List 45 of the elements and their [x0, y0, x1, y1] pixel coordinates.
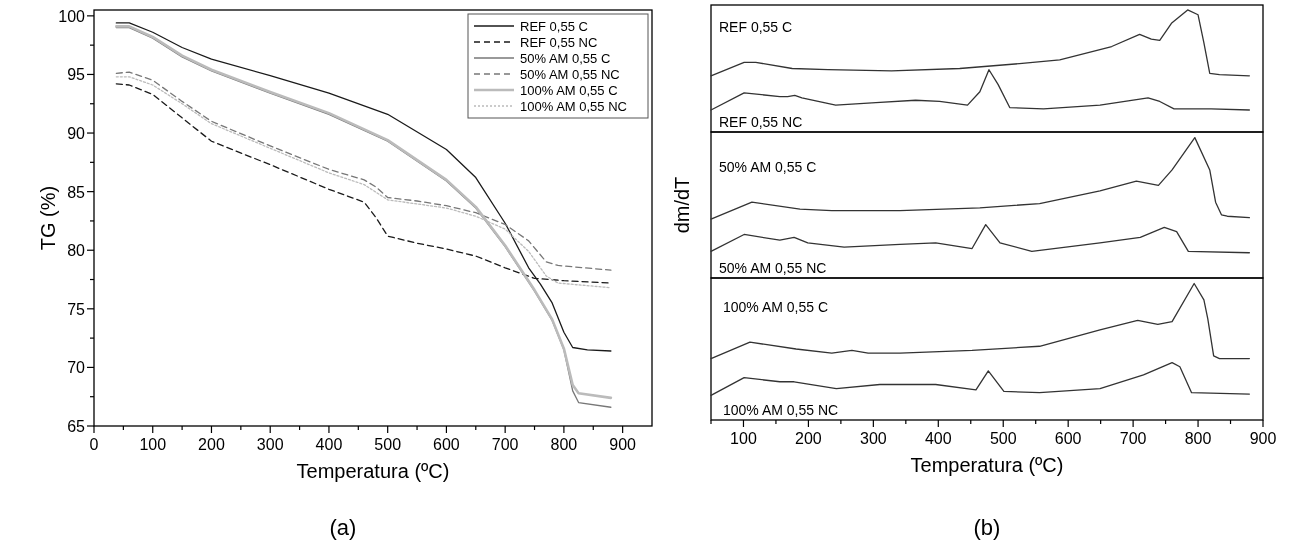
x-tick-label: 100 — [139, 436, 167, 453]
legend-label: 50% AM 0,55 C — [520, 51, 611, 66]
y-tick-label: 90 — [67, 125, 86, 143]
x-tick-label: 800 — [1184, 430, 1212, 447]
y-tick-label: 85 — [67, 183, 86, 201]
x-tick-label: 900 — [609, 436, 637, 453]
y-tick-label: 70 — [67, 359, 86, 377]
x-tick-label: 800 — [550, 436, 578, 453]
x-tick-label: 200 — [795, 430, 822, 447]
x-tick-label: 400 — [924, 430, 952, 447]
x-tick-label: 700 — [491, 436, 519, 453]
legend-label: REF 0,55 C — [520, 19, 588, 34]
y-tick-label: 75 — [67, 300, 86, 318]
y-tick-label: 95 — [67, 66, 86, 84]
x-tick-label: 700 — [1119, 430, 1147, 447]
legend-label: 100% AM 0,55 NC — [520, 99, 627, 114]
series-label: 100% AM 0,55 NC — [723, 402, 839, 418]
legend-label: 50% AM 0,55 NC — [520, 67, 620, 82]
x-tick-label: 100 — [730, 430, 757, 447]
y-tick-label: 65 — [67, 418, 86, 435]
x-tick-label: 500 — [374, 436, 402, 453]
x-axis-title: Temperatura (ºC) — [910, 454, 1064, 476]
y-axis-title: dm/dT — [671, 176, 693, 234]
y-axis-title: TG (%) — [37, 185, 59, 251]
x-tick-label: 400 — [315, 436, 343, 453]
x-tick-label: 0 — [89, 436, 99, 453]
x-tick-label: 300 — [860, 430, 887, 447]
legend-label: 100% AM 0,55 C — [520, 83, 618, 98]
x-tick-label: 600 — [433, 436, 460, 453]
x-tick-label: 600 — [1054, 430, 1082, 447]
y-tick-label: 100 — [58, 7, 86, 25]
text: REF 0,55 C — [719, 19, 793, 36]
series-label: 50% AM 0,55 NC — [719, 260, 827, 276]
legend-label: REF 0,55 NC — [520, 35, 598, 50]
series-label: REF 0,55 NC — [719, 114, 803, 130]
y-tick-label: 80 — [67, 242, 86, 260]
text: 100% AM 0,55 C — [723, 299, 829, 316]
text: (a) — [329, 515, 357, 540]
x-tick-label: 200 — [198, 436, 225, 453]
x-tick-label: 900 — [1249, 430, 1277, 447]
text: 50% AM 0,55 C — [719, 159, 817, 176]
x-tick-label: 300 — [256, 436, 284, 453]
x-axis-title: Temperatura (ºC) — [296, 460, 450, 482]
text: (b) — [973, 515, 1001, 540]
x-tick-label: 500 — [989, 430, 1017, 447]
